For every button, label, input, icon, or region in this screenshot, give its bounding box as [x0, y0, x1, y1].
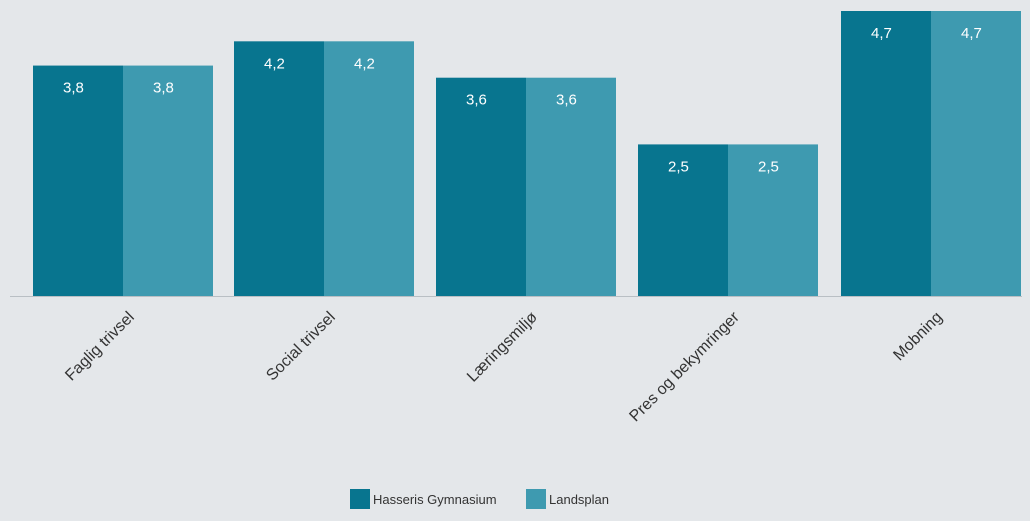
category-label: Pres og bekymringer: [626, 308, 743, 425]
bar-hasseris-4: [841, 11, 931, 296]
data-label: 3,8: [63, 80, 84, 97]
bar-landsplan-2: [526, 77, 616, 297]
data-label: 2,5: [668, 158, 689, 175]
legend-label: Hasseris Gymnasium: [373, 492, 497, 507]
data-label: 4,2: [354, 55, 375, 72]
bar-landsplan-1: [324, 41, 414, 296]
value-labels-group: 3,8 3,8 4,2 4,2 3,6 3,6 2,5 2,5 4,7 4,7: [63, 25, 982, 175]
bar-hasseris-0: [33, 65, 123, 297]
bar-hasseris-2: [436, 77, 526, 297]
data-label: 3,6: [466, 92, 487, 109]
data-label: 4,2: [264, 55, 285, 72]
bars-group: [33, 11, 1021, 297]
bar-landsplan-3: [728, 144, 818, 296]
category-label: Social trivsel: [263, 309, 339, 385]
data-label: 2,5: [758, 158, 779, 175]
legend-label: Landsplan: [549, 492, 609, 507]
bar-hasseris-3: [638, 144, 728, 296]
bar-hasseris-1: [234, 41, 324, 296]
category-label: Læringsmiljø: [464, 309, 541, 386]
data-label: 4,7: [961, 25, 982, 42]
bar-landsplan-0: [123, 65, 213, 297]
category-labels-group: Faglig trivsel Social trivsel Læringsmiljø…: [62, 308, 946, 425]
legend: Hasseris Gymnasium Landsplan: [350, 489, 609, 509]
data-label: 3,6: [556, 92, 577, 109]
legend-swatch-landsplan: [526, 489, 546, 509]
category-label: Mobning: [890, 309, 945, 364]
data-label: 4,7: [871, 25, 892, 42]
legend-swatch-hasseris: [350, 489, 370, 509]
data-label: 3,8: [153, 80, 174, 97]
category-label: Faglig trivsel: [62, 309, 138, 385]
bar-landsplan-4: [931, 11, 1021, 296]
